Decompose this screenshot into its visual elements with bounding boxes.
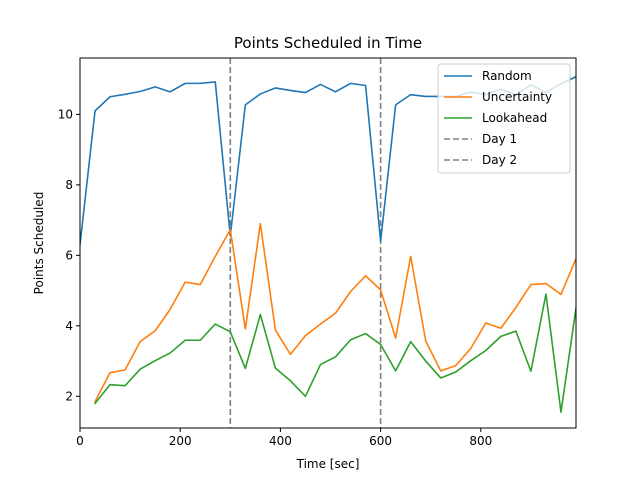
legend-label-day-2: Day 2: [482, 153, 517, 167]
x-tick-label: 200: [169, 434, 192, 448]
series-line-uncertainty: [93, 222, 576, 403]
x-tick-label: 800: [469, 434, 492, 448]
chart-title: Points Scheduled in Time: [234, 34, 422, 52]
legend-label-uncertainty: Uncertainty: [482, 90, 552, 104]
legend-label-random: Random: [482, 69, 532, 83]
y-tick-label: 10: [58, 107, 73, 121]
series-line-lookahead: [93, 293, 576, 413]
y-tick-label: 6: [65, 248, 73, 262]
axes-frame: [79, 57, 577, 429]
y-tick-label: 4: [65, 319, 73, 333]
legend: Random Uncertainty Lookahead Day 1 Day 2: [437, 63, 571, 174]
legend-label-day-1: Day 1: [482, 132, 517, 146]
legend-label-lookahead: Lookahead: [482, 111, 547, 125]
axes: 0 200 400 600 800 2 4 6 8 10: [58, 57, 577, 448]
y-tick-label: 8: [65, 178, 73, 192]
x-axis-label: Time [sec]: [296, 457, 360, 471]
y-axis-label: Points Scheduled: [32, 192, 46, 295]
legend-box: [437, 63, 571, 174]
x-tick-label: 0: [76, 434, 84, 448]
x-tick-label: 400: [269, 434, 292, 448]
x-tick-label: 600: [369, 434, 392, 448]
y-tick-label: 2: [65, 389, 73, 403]
